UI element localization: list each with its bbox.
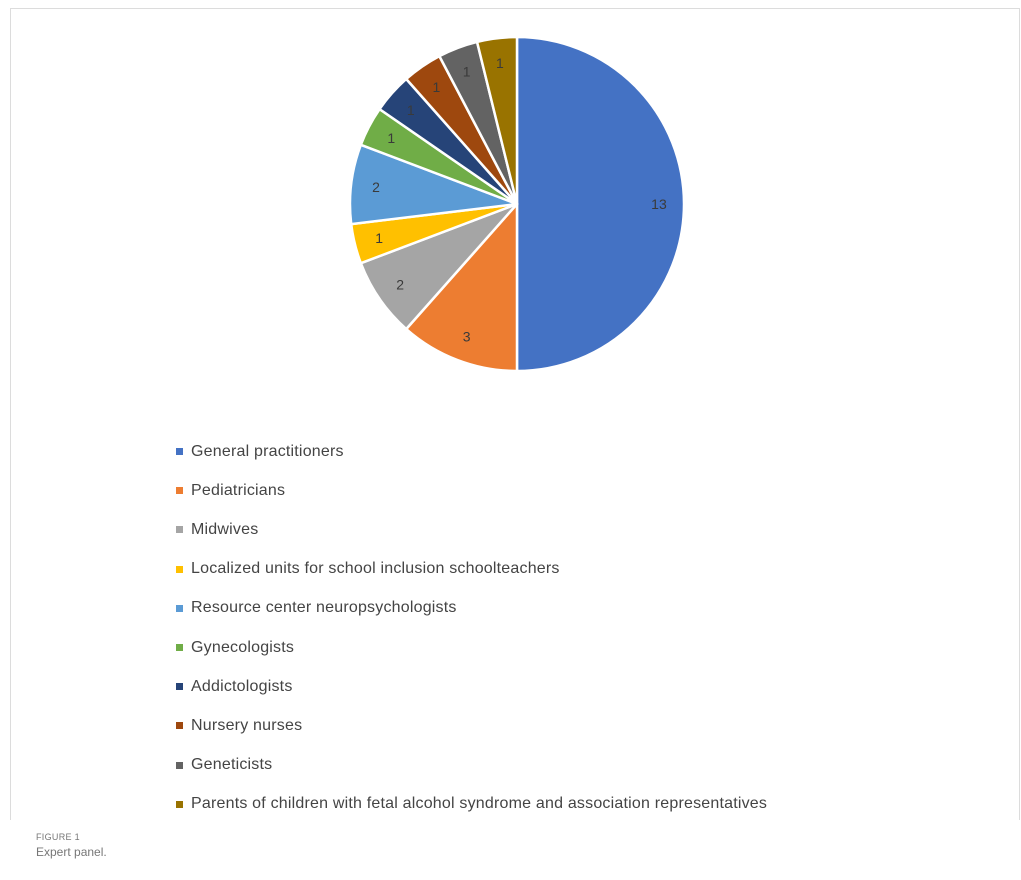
- legend-swatch: [176, 800, 183, 808]
- legend-item-resource-center-neuropsychologists: Resource center neuropsychologists: [176, 589, 767, 628]
- pie-slices: [348, 35, 686, 373]
- legend-swatch: [176, 761, 183, 769]
- legend-label: General practitioners: [191, 442, 344, 460]
- legend-swatch: [176, 722, 183, 730]
- legend-label: Resource center neuropsychologists: [191, 599, 457, 617]
- legend-item-localized-units-for-school-inclusion-schoolteachers: Localized units for school inclusion sch…: [176, 550, 767, 589]
- chart-legend: General practitioners Pediatricians Midwiv…: [176, 432, 767, 824]
- legend-swatch: [176, 487, 183, 495]
- figure-frame: [10, 8, 1020, 820]
- legend-item-nursery-nurses: Nursery nurses: [176, 706, 767, 745]
- legend-swatch: [176, 565, 183, 573]
- legend-label: Addictologists: [191, 677, 293, 695]
- legend-item-pediatricians: Pediatricians: [176, 471, 767, 510]
- data-label-pediatricians: 3: [463, 329, 471, 345]
- legend-item-addictologists: Addictologists: [176, 667, 767, 706]
- figure-caption: FIGURE 1 Expert panel.: [36, 832, 107, 859]
- legend-label: Pediatricians: [191, 481, 286, 499]
- figure-title: Expert panel.: [36, 845, 107, 859]
- legend-item-general-practitioners: General practitioners: [176, 432, 767, 471]
- legend-label: Parents of children with fetal alcohol s…: [191, 795, 768, 813]
- data-label-geneticists: 1: [463, 63, 471, 79]
- data-label-localized-units-for-school-inclusion-schoolteachers: 1: [375, 230, 383, 246]
- data-label-midwives: 2: [396, 277, 404, 293]
- legend-swatch: [176, 683, 183, 691]
- legend-item-gynecologists: Gynecologists: [176, 628, 767, 667]
- data-label-general-practitioners: 13: [651, 196, 667, 212]
- legend-label: Midwives: [191, 520, 259, 538]
- legend-item-midwives: Midwives: [176, 510, 767, 549]
- legend-label: Nursery nurses: [191, 716, 303, 734]
- data-label-parents-of-children-with-fetal-alcohol-syndrome-and-association-representatives: 1: [496, 55, 504, 71]
- pie-slice-pediatricians: [405, 202, 519, 373]
- legend-label: Localized units for school inclusion sch…: [191, 560, 560, 578]
- pie-slice-parents-of-children-with-fetal-alcohol-syndrome-and-association-representatives: [475, 35, 519, 206]
- legend-label: Geneticists: [191, 756, 273, 774]
- legend-swatch: [176, 448, 183, 456]
- legend-item-geneticists: Geneticists: [176, 746, 767, 785]
- pie-slice-general-practitioners: [515, 35, 686, 373]
- legend-swatch: [176, 526, 183, 534]
- data-label-nursery-nurses: 1: [432, 79, 440, 95]
- data-label-resource-center-neuropsychologists: 2: [372, 179, 380, 195]
- legend-swatch: [176, 644, 183, 652]
- data-label-gynecologists: 1: [387, 130, 395, 146]
- data-label-addictologists: 1: [407, 102, 415, 118]
- legend-swatch: [176, 604, 183, 612]
- legend-label: Gynecologists: [191, 638, 295, 656]
- figure-label: FIGURE 1: [36, 832, 80, 842]
- legend-item-parents-of-children-with-fetal-alcohol-syndrome-and-association-representatives: Parents of children with fetal alcohol s…: [176, 785, 767, 824]
